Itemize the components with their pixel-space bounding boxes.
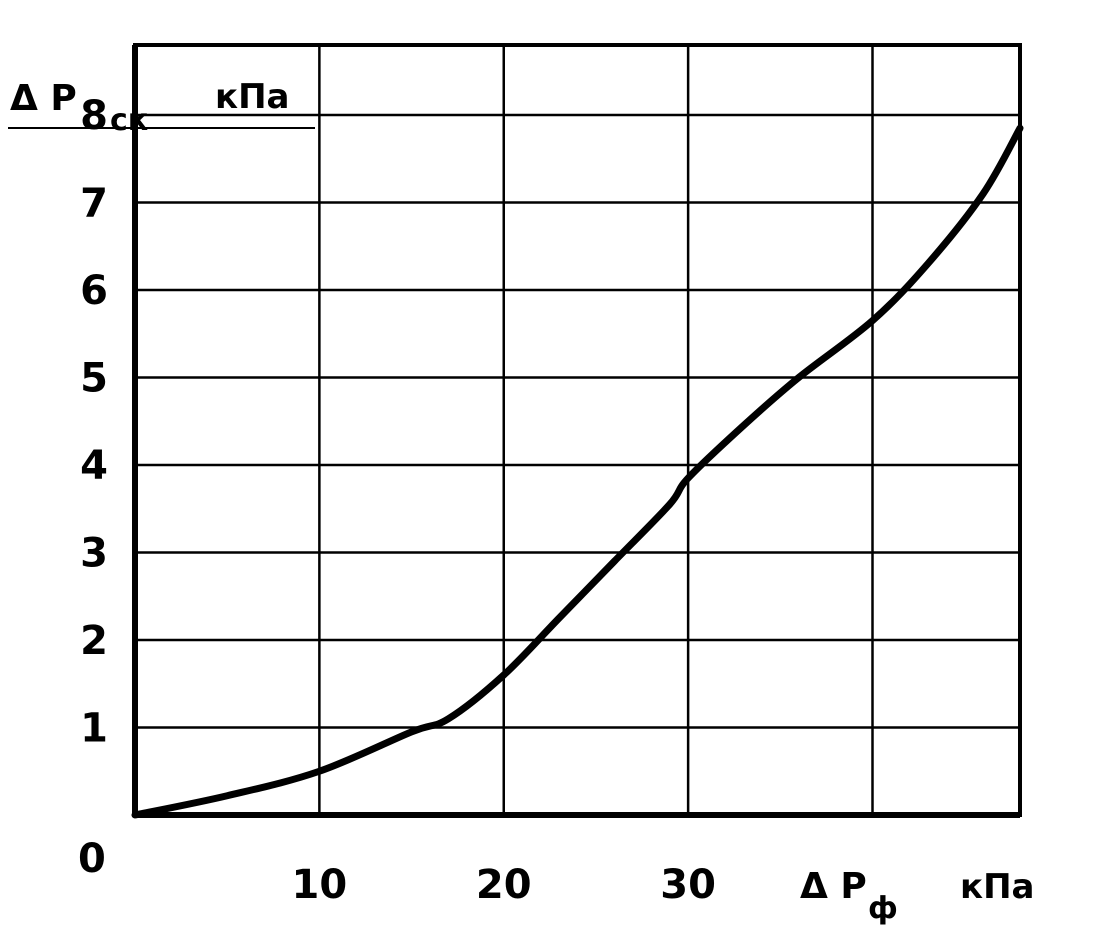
origin-label: 0 <box>78 836 106 882</box>
series-layer <box>131 124 1024 819</box>
x-tick-label-20: 20 <box>476 862 532 908</box>
y-tick-label-3: 3 <box>80 531 108 577</box>
plot-frame <box>8 43 1022 818</box>
y-axis-title-subscript: ск <box>110 103 148 138</box>
y-tick-label-6: 6 <box>80 268 108 314</box>
y-tick-label-5: 5 <box>80 356 108 402</box>
y-tick-label-2: 2 <box>80 618 108 664</box>
x-tick-label-10: 10 <box>292 862 348 908</box>
plot-border <box>133 43 1022 817</box>
grid <box>135 45 1020 815</box>
y-tick-label-8: 8 <box>80 93 108 139</box>
y-axis-title-unit: кПа <box>215 77 289 117</box>
series-line-0 <box>131 124 1024 819</box>
x-tick-label-30: 30 <box>660 862 716 908</box>
x-axis-title-unit: кПа <box>960 867 1034 907</box>
y-tick-label-7: 7 <box>80 181 108 227</box>
y-tick-label-1: 1 <box>80 706 108 752</box>
y-axis-title-symbol: Δ P <box>10 78 77 119</box>
y-tick-label-4: 4 <box>80 443 108 489</box>
tick-label-layer: 1 2 3 4 5 6 7 8 10 20 30 <box>80 93 716 908</box>
x-axis-title-subscript: ф <box>868 891 898 926</box>
x-axis-title-symbol: Δ P <box>800 866 867 907</box>
